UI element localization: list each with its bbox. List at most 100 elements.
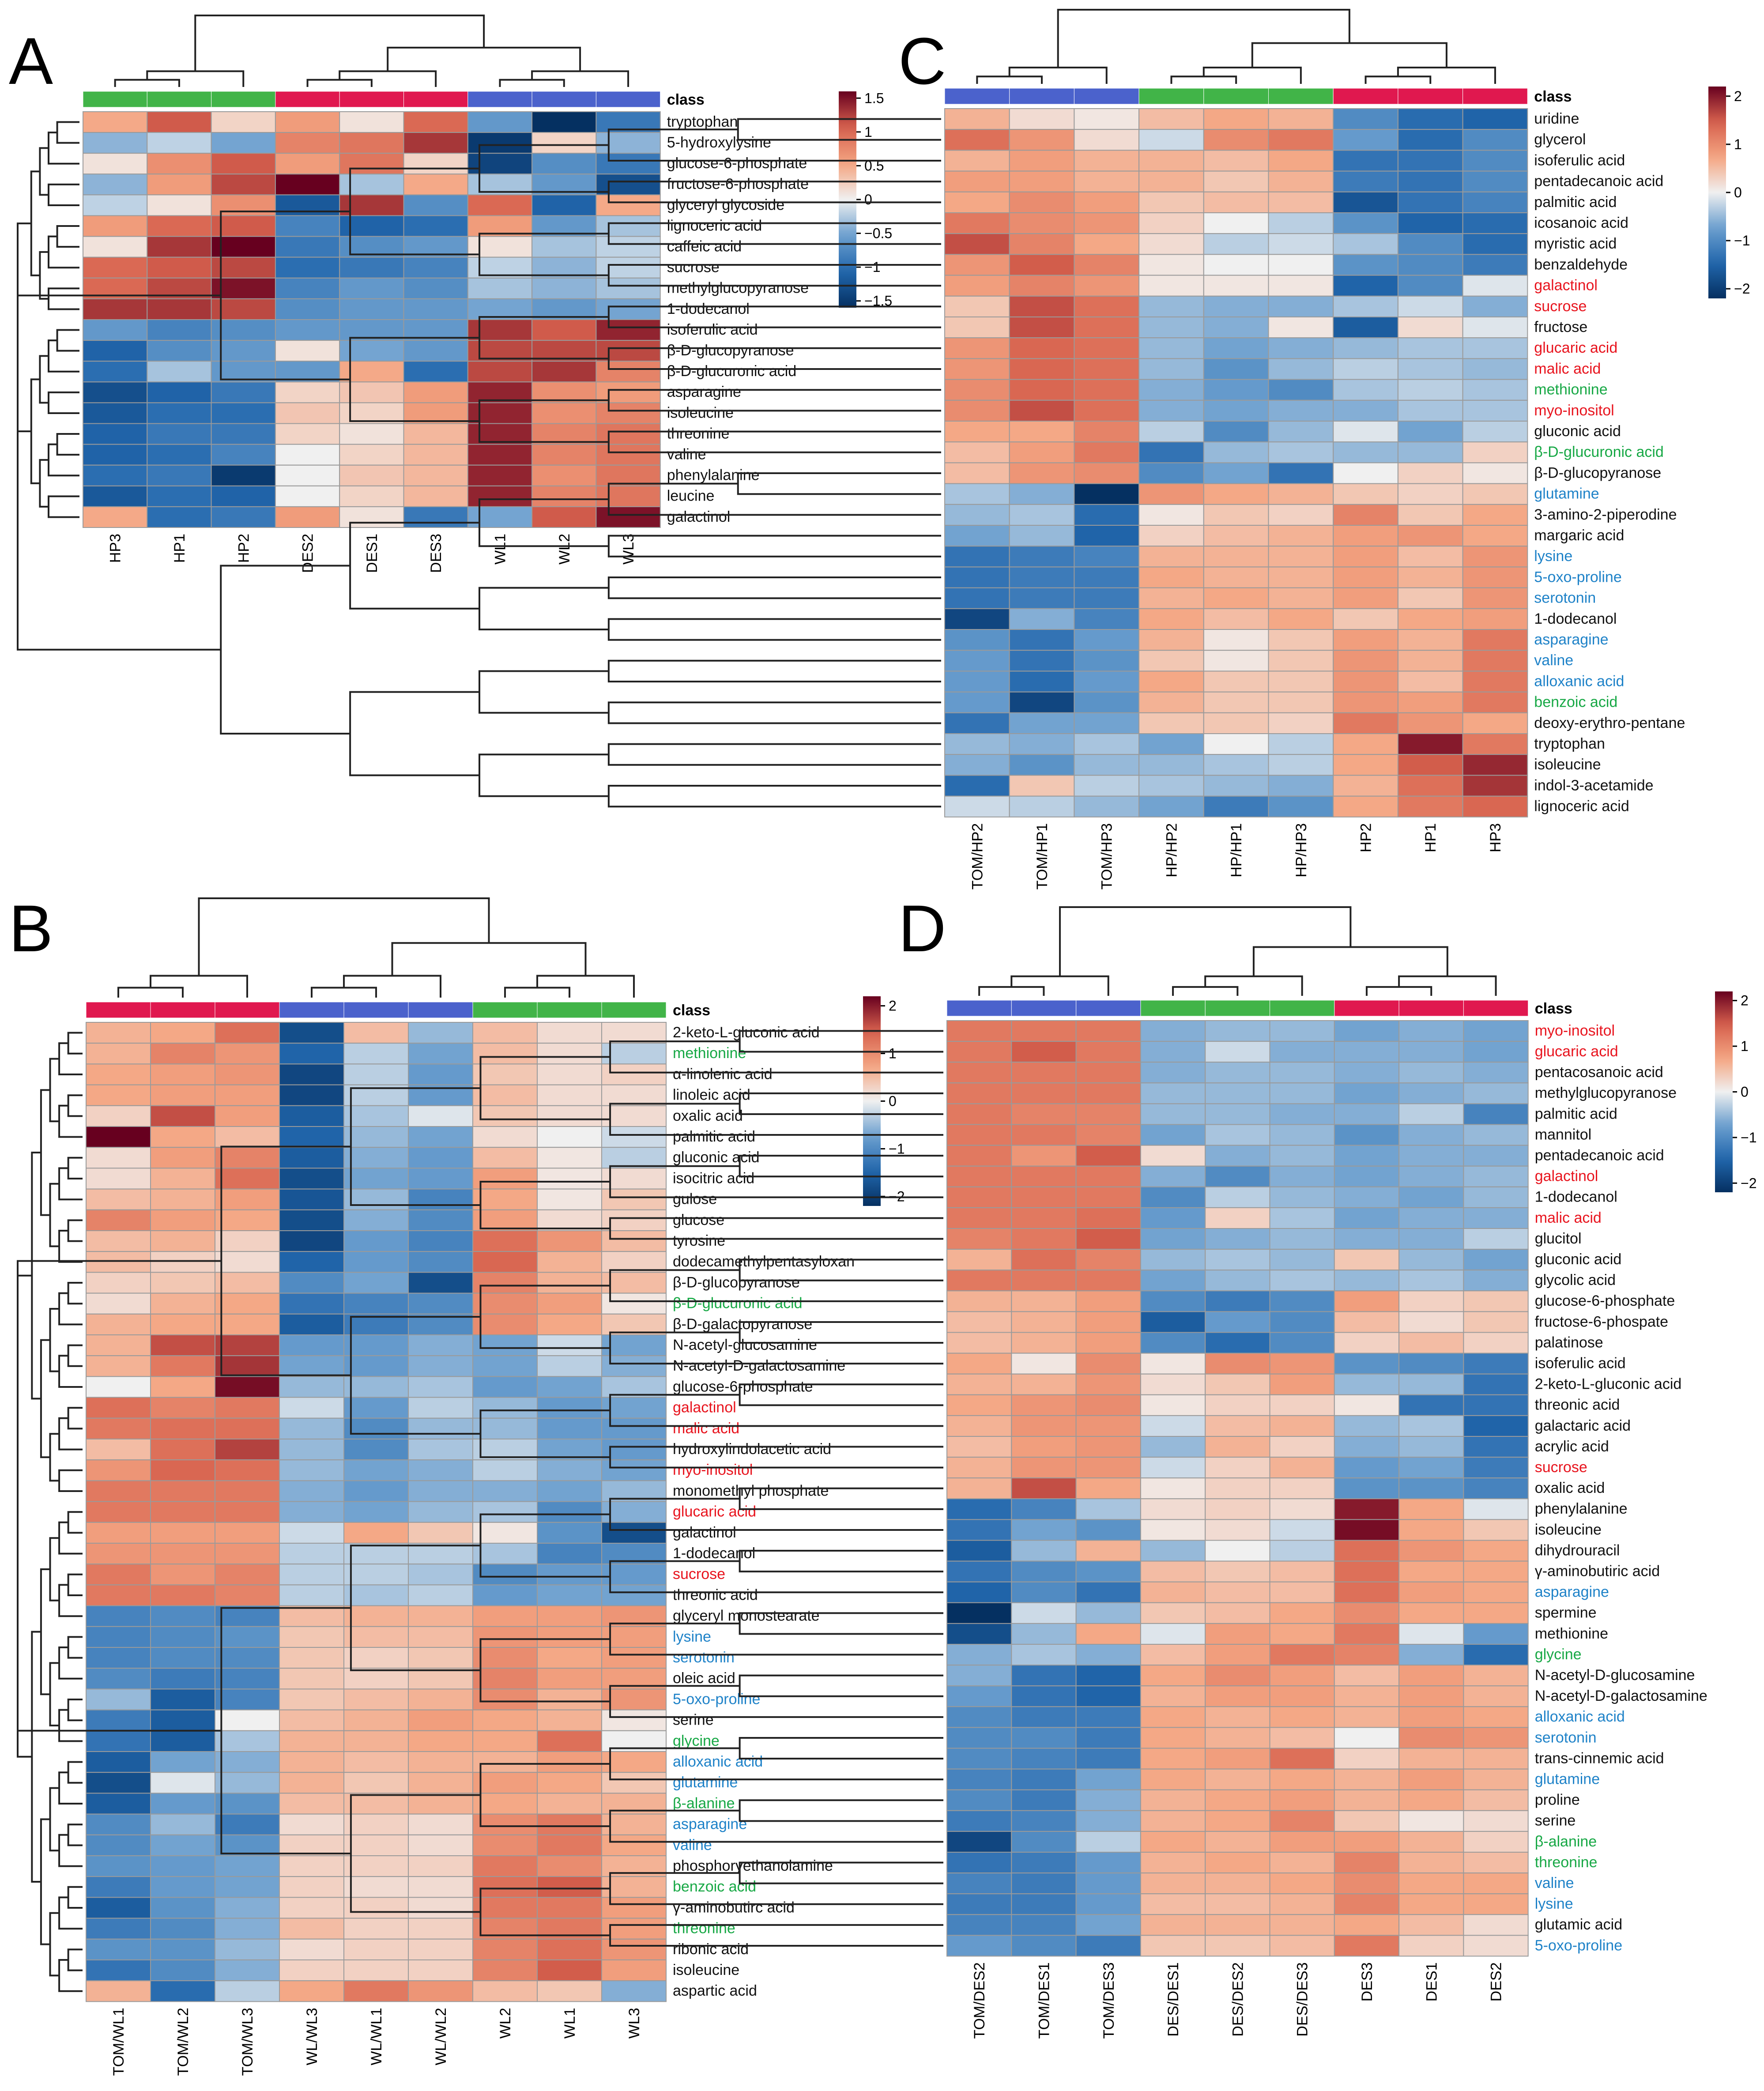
heatmap-cell bbox=[343, 1272, 409, 1294]
heatmap-cell bbox=[408, 1772, 473, 1794]
heatmap-cell bbox=[946, 1685, 1012, 1707]
heatmap-cell bbox=[531, 423, 597, 445]
heatmap-cell bbox=[1397, 212, 1463, 234]
heatmap-cell bbox=[1138, 629, 1204, 651]
heatmap-cell bbox=[1138, 316, 1204, 339]
heatmap-cell bbox=[343, 1668, 409, 1690]
heatmap-cell bbox=[343, 1439, 409, 1461]
heatmap-cell bbox=[1205, 1186, 1270, 1208]
heatmap-cell bbox=[1205, 1165, 1270, 1187]
heatmap-cell bbox=[1203, 691, 1269, 713]
heatmap-cell bbox=[1269, 1394, 1335, 1416]
heatmap-cell bbox=[1140, 1789, 1206, 1811]
row-label: indol-3-acetamide bbox=[1534, 777, 1653, 794]
heatmap-cell bbox=[946, 1768, 1012, 1790]
heatmap-cell bbox=[1140, 1373, 1206, 1395]
heatmap-cell bbox=[1333, 462, 1398, 484]
heatmap-cell bbox=[1138, 504, 1204, 526]
heatmap-cell bbox=[1009, 462, 1075, 484]
heatmap-cell bbox=[1334, 1290, 1400, 1312]
heatmap-cell bbox=[211, 402, 276, 424]
heatmap-cell bbox=[1138, 150, 1204, 172]
heatmap-cell bbox=[946, 1207, 1012, 1229]
heatmap-cell bbox=[1462, 441, 1528, 463]
heatmap-cell bbox=[403, 111, 468, 133]
class-bar-cell bbox=[279, 1002, 344, 1018]
heatmap-cell bbox=[537, 1751, 602, 1773]
heatmap-cell bbox=[1011, 1415, 1077, 1437]
heatmap-cell bbox=[1138, 546, 1204, 568]
heatmap-cell bbox=[215, 1959, 280, 1982]
row-label: isoleucine bbox=[673, 1962, 739, 1978]
heatmap-cell bbox=[472, 1147, 538, 1169]
class-bar-cell bbox=[215, 1002, 280, 1018]
heatmap-cell bbox=[150, 1209, 215, 1232]
heatmap-cell bbox=[1074, 191, 1140, 213]
heatmap-cell bbox=[408, 1584, 473, 1606]
heatmap-cell bbox=[279, 1793, 344, 1815]
heatmap-cell bbox=[1333, 275, 1398, 297]
heatmap-cell bbox=[1333, 587, 1398, 609]
heatmap-cell bbox=[1011, 1373, 1077, 1395]
heatmap-cell bbox=[343, 1709, 409, 1731]
row-label: serotonin bbox=[1534, 590, 1596, 607]
heatmap-cell bbox=[86, 1084, 151, 1106]
heatmap-cell bbox=[343, 1292, 409, 1315]
heatmap-cell bbox=[1138, 254, 1204, 276]
row-label: α-linolenic acid bbox=[673, 1066, 773, 1082]
heatmap-cell bbox=[1011, 1165, 1077, 1187]
heatmap-cell bbox=[1463, 1727, 1529, 1749]
column-label: TOM/DES3 bbox=[1101, 1963, 1117, 2039]
column-label: TOM/DES1 bbox=[1036, 1963, 1052, 2039]
heatmap-cell bbox=[343, 1147, 409, 1169]
heatmap-cell bbox=[946, 1249, 1012, 1271]
heatmap-cell bbox=[86, 1813, 151, 1835]
heatmap-cell bbox=[1398, 1373, 1464, 1395]
heatmap-cell bbox=[1138, 733, 1204, 755]
heatmap-cell bbox=[1011, 1914, 1077, 1936]
heatmap-cell bbox=[1269, 1311, 1335, 1333]
heatmap-cell bbox=[408, 1230, 473, 1252]
heatmap-cell bbox=[1463, 1560, 1529, 1582]
heatmap-cell bbox=[596, 361, 661, 383]
row-label: glucaric acid bbox=[1535, 1043, 1618, 1060]
row-label: methionine bbox=[1534, 381, 1607, 398]
heatmap-cell bbox=[211, 464, 276, 486]
row-label: oxalic acid bbox=[1535, 1480, 1605, 1496]
heatmap-cell bbox=[537, 1063, 602, 1085]
heatmap-cell bbox=[472, 1397, 538, 1419]
row-label: asparagine bbox=[1534, 631, 1608, 648]
heatmap-cell bbox=[1203, 546, 1269, 568]
heatmap-cell bbox=[1462, 566, 1528, 588]
heatmap-cell bbox=[1334, 1540, 1400, 1562]
heatmap-cell bbox=[1463, 1311, 1529, 1333]
heatmap-cell bbox=[1462, 754, 1528, 776]
heatmap-cell bbox=[1269, 1041, 1335, 1063]
heatmap-cell bbox=[1074, 295, 1140, 317]
heatmap-cell bbox=[1463, 1519, 1529, 1541]
heatmap-cell bbox=[147, 173, 212, 196]
row-label: phosphoryethanolamine bbox=[673, 1857, 833, 1874]
heatmap-cell bbox=[467, 153, 533, 175]
heatmap-cell bbox=[150, 1959, 215, 1982]
heatmap-cell bbox=[1074, 629, 1140, 651]
heatmap-cell bbox=[86, 1522, 151, 1544]
heatmap-cell bbox=[601, 1938, 667, 1960]
heatmap-cell bbox=[1140, 1768, 1206, 1790]
heatmap-cell bbox=[1009, 254, 1075, 276]
heatmap-cell bbox=[408, 1605, 473, 1627]
heatmap-cell bbox=[944, 587, 1010, 609]
class-bar-cell bbox=[343, 1002, 409, 1018]
heatmap-cell bbox=[1203, 170, 1269, 192]
heatmap-cell bbox=[211, 298, 276, 320]
row-label: 5-oxo-proline bbox=[1534, 569, 1621, 585]
heatmap-cell bbox=[339, 423, 404, 445]
heatmap-cell bbox=[1011, 1810, 1077, 1832]
heatmap-cell bbox=[1203, 608, 1269, 630]
heatmap-cell bbox=[1011, 1789, 1077, 1811]
heatmap-cell bbox=[1268, 754, 1334, 776]
heatmap-cell bbox=[472, 1376, 538, 1398]
heatmap-cell bbox=[1334, 1207, 1400, 1229]
heatmap-cell bbox=[1269, 1727, 1335, 1749]
row-label: benzoic acid bbox=[673, 1878, 756, 1895]
